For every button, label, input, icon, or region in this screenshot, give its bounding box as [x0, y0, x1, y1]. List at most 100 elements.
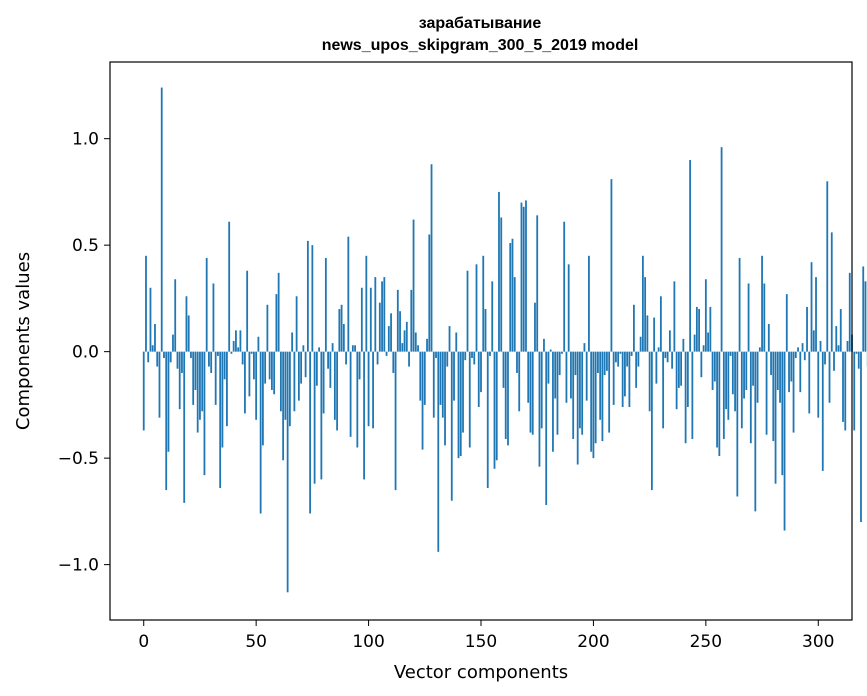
bar	[802, 343, 804, 352]
bar	[174, 279, 176, 351]
bar	[264, 352, 266, 384]
bar	[428, 235, 430, 352]
bar	[143, 352, 145, 431]
y-axis-ticks: −1.0 −0.5 0.0 0.5 1.0	[58, 130, 110, 576]
bar	[727, 352, 729, 420]
bar	[422, 352, 424, 450]
bar	[435, 352, 437, 358]
bar	[696, 307, 698, 352]
bar	[631, 352, 633, 356]
bar	[480, 352, 482, 392]
bars-group	[143, 88, 867, 593]
bar	[646, 315, 648, 351]
bar	[543, 339, 545, 352]
bar	[177, 352, 179, 369]
bar	[386, 352, 388, 356]
bar	[615, 352, 617, 363]
bar	[266, 305, 268, 352]
x-tick-label: 200	[577, 632, 609, 652]
bar	[278, 273, 280, 352]
bar	[485, 309, 487, 352]
bar	[424, 352, 426, 405]
bar	[417, 345, 419, 351]
bar	[298, 352, 300, 401]
bar	[426, 339, 428, 352]
bar	[768, 324, 770, 352]
bar	[853, 352, 855, 431]
bar	[442, 352, 444, 418]
bar	[849, 273, 851, 352]
bar	[633, 305, 635, 352]
bar	[570, 352, 572, 399]
x-tick-label: 100	[352, 632, 384, 652]
bar	[649, 352, 651, 412]
bar	[660, 296, 662, 351]
bar	[862, 266, 864, 351]
bar	[240, 330, 242, 351]
bar	[709, 307, 711, 352]
bar	[604, 352, 606, 375]
bar	[186, 296, 188, 351]
bar	[808, 352, 810, 414]
bar	[363, 352, 365, 480]
bar	[629, 352, 631, 407]
bar	[772, 352, 774, 441]
bar	[302, 345, 304, 351]
bar	[204, 352, 206, 476]
bar	[811, 262, 813, 351]
bar	[626, 352, 628, 367]
bar	[217, 352, 219, 356]
x-axis-ticks: 0 50 100 150 200 250 300	[138, 620, 834, 652]
bar	[246, 271, 248, 352]
bar	[745, 352, 747, 390]
bar	[734, 352, 736, 412]
bar	[397, 290, 399, 352]
bar	[752, 352, 754, 386]
bar	[199, 352, 201, 420]
bar	[788, 352, 790, 392]
bar	[408, 352, 410, 367]
y-tick-label: 0.5	[72, 236, 99, 256]
bar	[350, 352, 352, 437]
bar	[691, 352, 693, 439]
bar	[244, 352, 246, 414]
bar	[332, 343, 334, 352]
bar	[482, 256, 484, 352]
bar	[550, 350, 552, 352]
bar	[195, 352, 197, 390]
y-axis-label: Components values	[13, 252, 34, 430]
bar	[667, 352, 669, 363]
bar	[210, 352, 212, 373]
bar	[718, 352, 720, 456]
bar	[383, 277, 385, 352]
bar	[208, 352, 210, 367]
bar	[586, 352, 588, 401]
bar	[694, 335, 696, 352]
bar	[361, 288, 363, 352]
bar	[653, 318, 655, 352]
bar	[676, 352, 678, 410]
bar	[392, 352, 394, 373]
bar	[222, 352, 224, 448]
bar	[698, 309, 700, 352]
bar	[687, 352, 689, 407]
bar	[680, 352, 682, 386]
bar	[797, 347, 799, 351]
bar	[462, 352, 464, 433]
bar	[721, 147, 723, 351]
plot-frame	[110, 62, 852, 620]
bar	[831, 232, 833, 351]
bar	[750, 352, 752, 444]
bar	[723, 352, 725, 439]
bar	[401, 343, 403, 352]
bar	[599, 352, 601, 420]
bar	[671, 352, 673, 369]
bar	[741, 352, 743, 429]
bar	[287, 352, 289, 593]
x-tick-label: 50	[245, 632, 267, 652]
bar	[154, 324, 156, 352]
bar	[804, 352, 806, 361]
bar	[415, 332, 417, 351]
bar	[509, 243, 511, 352]
bar	[655, 352, 657, 384]
